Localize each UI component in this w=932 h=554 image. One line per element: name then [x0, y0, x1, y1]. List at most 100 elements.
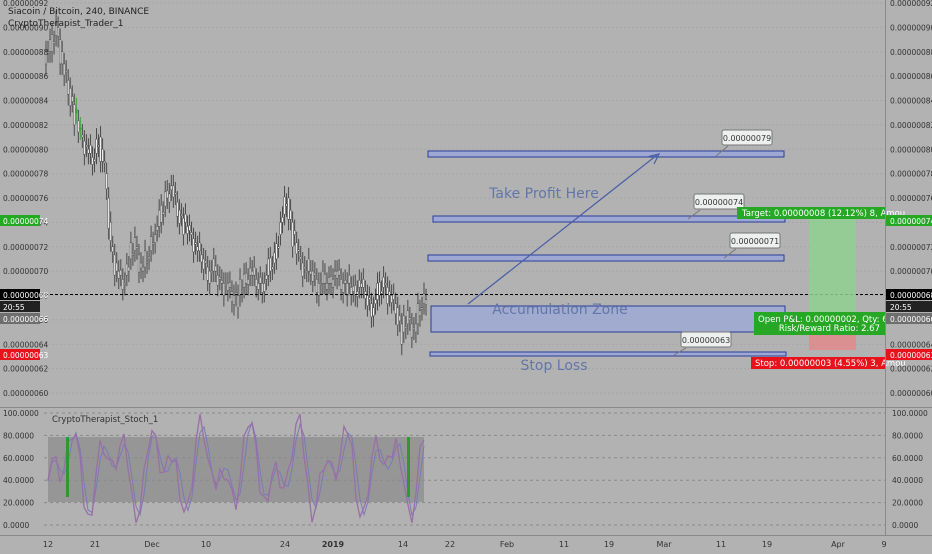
take-profit-zone-2[interactable]: [432, 215, 786, 223]
right-price-tick: 0.00000070: [890, 267, 932, 276]
right-target-price: 0.00000074: [890, 217, 932, 226]
stoch-axis: 100.0000 100.0000 80.0000 80.0000 60.0000 60.…: [3, 409, 928, 530]
take-profit-zone-3[interactable]: [427, 254, 785, 262]
time-tick: 24: [280, 540, 290, 549]
candle-body: [232, 295, 236, 305]
candle-body: [208, 270, 211, 284]
candle-body: [253, 266, 256, 276]
candle-body: [234, 292, 238, 296]
candle-body: [384, 283, 387, 286]
target-label-text: Target: 0.00000008 (12.12%) 8, Amou: [741, 209, 905, 219]
trend-arrow-line[interactable]: [467, 154, 658, 305]
time-axis[interactable]: 12 21 Dec 10 24 2019 14 22 Feb 11 19 Mar 11 19 Apr 9: [43, 540, 887, 549]
take-profit-zone-1[interactable]: [427, 150, 785, 158]
candle-body: [404, 326, 407, 329]
candle-body: [344, 280, 347, 284]
stoch-tick-right: 40.0000: [892, 476, 923, 485]
candle-body: [362, 279, 365, 288]
accumulation-zone[interactable]: [430, 305, 786, 333]
left-price-tick: 0.00000088: [3, 48, 49, 57]
candle-body: [251, 270, 254, 276]
time-tick: 21: [90, 540, 100, 549]
candle-body: [408, 317, 411, 321]
right-price-tick: 0.00000086: [890, 72, 932, 81]
candle-body: [137, 254, 141, 273]
candle-body: [119, 269, 122, 276]
candle-body: [160, 204, 163, 223]
candle-body: [103, 161, 106, 164]
left-price-tick: 0.00000092: [3, 0, 49, 8]
candle-body: [192, 238, 195, 253]
candle-body: [402, 315, 405, 333]
candle-body: [55, 21, 58, 36]
candle-body: [230, 291, 234, 302]
time-tick: Dec: [144, 540, 159, 549]
candle-body: [269, 257, 272, 272]
candle-body: [73, 104, 76, 126]
candle-body: [158, 209, 161, 227]
candle-body: [406, 310, 409, 325]
candle-body: [150, 236, 153, 252]
candle-body: [295, 242, 298, 255]
accumulation-zone-text: Accumulation Zone: [492, 302, 628, 318]
candle-body: [141, 266, 145, 272]
candle-body: [388, 291, 391, 296]
candle-body: [277, 246, 280, 249]
position-profit-area[interactable]: [809, 208, 856, 316]
left-last-time: 20:55: [3, 303, 25, 312]
callout-74[interactable]: 0.00000074: [687, 193, 745, 220]
candle-body: [228, 282, 231, 288]
stop-loss-zone[interactable]: [429, 351, 787, 357]
candle-body: [139, 262, 143, 269]
callout-71[interactable]: 0.00000071: [723, 232, 781, 259]
callout-79[interactable]: 0.00000079: [715, 129, 773, 157]
right-last-price: 0.00000068: [890, 291, 932, 300]
candle-body: [319, 283, 322, 286]
candle-body: [178, 209, 181, 224]
candle-body: [131, 253, 134, 256]
candle-body: [317, 283, 320, 296]
candle-body: [57, 27, 60, 37]
candle-body: [107, 197, 110, 229]
callout-79-text: 0.00000079: [723, 134, 771, 143]
left-stop-price: 0.00000063: [3, 351, 49, 360]
time-tick: 12: [43, 540, 53, 549]
candle-body: [356, 291, 359, 297]
candle-body: [63, 63, 66, 76]
candle-body: [416, 303, 419, 325]
candle-body: [214, 265, 217, 272]
candle-body: [273, 252, 276, 264]
left-price-tick: 0.00000070: [3, 267, 49, 276]
stoch-k-line: [47, 413, 425, 524]
right-current-price-box: [885, 313, 932, 324]
candle-body: [321, 270, 324, 284]
left-current-price: 0.00000066: [3, 315, 49, 324]
right-last-time-box: [885, 301, 932, 312]
candle-body: [374, 299, 377, 304]
candle-body: [245, 272, 248, 284]
candle-body: [366, 295, 369, 306]
left-price-tick: 0.00000062: [3, 365, 49, 374]
candle-body: [352, 286, 355, 292]
candle-body: [182, 218, 185, 235]
callout-63[interactable]: 0.00000063: [673, 331, 732, 356]
stoch-tick-left: 0.0000: [3, 521, 29, 530]
stoch-tick-right: 80.0000: [892, 431, 923, 440]
left-price-tick: 0.00000080: [3, 145, 49, 154]
candle-body: [336, 270, 339, 279]
open-pnl-box: [754, 312, 885, 335]
risk-reward-text: Risk/Reward Ratio: 2.67: [779, 324, 880, 334]
right-price-tick: 0.00000080: [890, 145, 932, 154]
left-price-tick: 0.00000082: [3, 121, 49, 130]
candle-body: [368, 297, 371, 300]
trend-arrow-head: [646, 153, 661, 165]
left-price-tick: 0.00000064: [3, 340, 49, 349]
candle-body: [289, 209, 292, 220]
candle-body: [238, 279, 242, 296]
right-price-tick: 0.00000078: [890, 170, 932, 179]
indicator-title: CryptoTherapist_Trader_1: [8, 19, 124, 29]
candle-body: [180, 214, 183, 216]
candle-body: [48, 39, 52, 52]
candle-body: [77, 120, 80, 133]
